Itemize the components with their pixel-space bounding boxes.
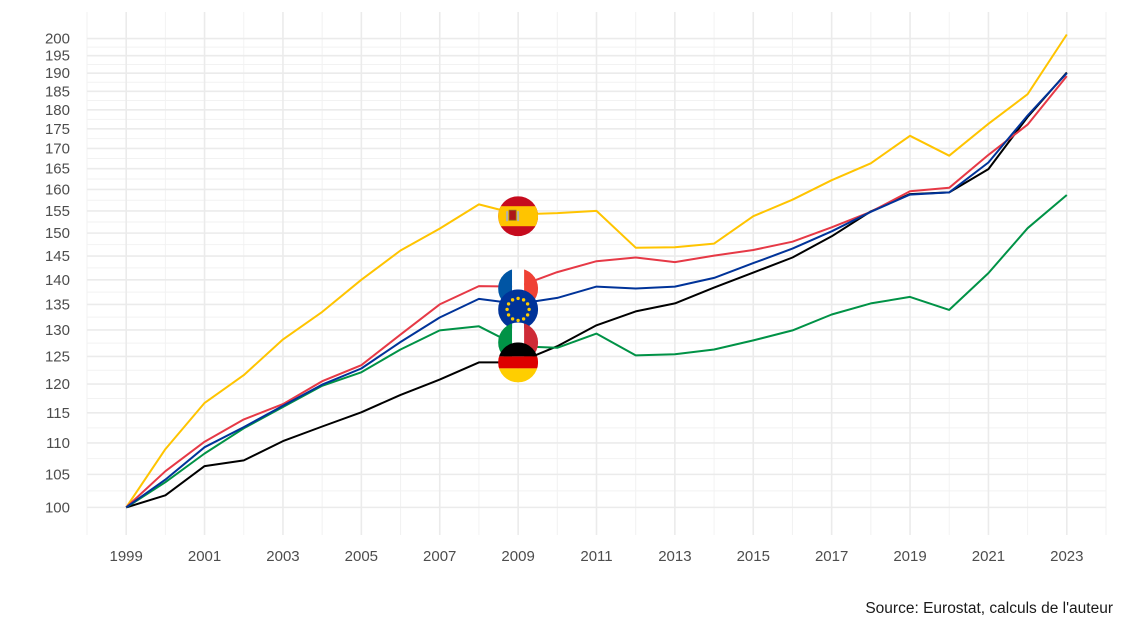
series-line-euro-area [125, 72, 1068, 509]
y-tick-label: 180 [45, 102, 70, 119]
y-tick-label: 100 [45, 499, 70, 516]
x-tick-label: 2015 [737, 548, 770, 565]
y-tick-label: 160 [45, 181, 70, 198]
y-tick-label: 200 [45, 31, 70, 48]
x-tick-label: 2023 [1050, 548, 1083, 565]
x-axis: 1999 2001 2003 2005 2007 2009 2011 2013 2015 2017… [110, 548, 1084, 565]
y-tick-label: 115 [46, 405, 70, 422]
y-tick-label: 175 [45, 121, 70, 138]
x-tick-label: 2013 [658, 548, 691, 565]
x-tick-label: 2001 [188, 548, 221, 565]
y-tick-label: 145 [45, 248, 70, 265]
x-tick-label: 2021 [972, 548, 1005, 565]
y-tick-label: 135 [45, 296, 70, 313]
y-tick-label: 120 [45, 376, 70, 393]
x-tick-label: 1999 [110, 548, 143, 565]
y-tick-label: 130 [45, 322, 70, 339]
y-tick-label: 185 [45, 83, 70, 100]
series-line-italy [125, 194, 1068, 509]
x-tick-label: 2009 [501, 548, 534, 565]
y-tick-label: 195 [45, 48, 70, 65]
x-tick-label: 2005 [345, 548, 378, 565]
series-lines [125, 33, 1068, 509]
x-tick-label: 2017 [815, 548, 848, 565]
y-tick-label: 165 [45, 161, 70, 178]
y-tick-label: 190 [45, 65, 70, 82]
series-line-spain [125, 33, 1068, 508]
x-tick-label: 2007 [423, 548, 456, 565]
x-tick-label: 2011 [580, 548, 612, 565]
y-axis: 100 105 110 115 120 125 130 135 140 145 150 155 160 1… [45, 31, 70, 517]
source-caption: Source: Eurostat, calculs de l'auteur [865, 600, 1113, 617]
y-tick-label: 170 [45, 140, 70, 157]
y-tick-label: 150 [45, 225, 70, 242]
flag-germany-icon [498, 342, 539, 383]
series-line-france [125, 75, 1068, 509]
y-tick-label: 140 [45, 272, 70, 289]
flag-spain-icon [498, 196, 539, 237]
y-tick-label: 125 [45, 348, 70, 365]
x-tick-label: 2019 [893, 548, 926, 565]
y-tick-label: 110 [46, 435, 70, 452]
y-tick-label: 155 [45, 203, 70, 220]
y-tick-label: 105 [45, 466, 70, 483]
grid [86, 12, 1107, 535]
flag-markers [498, 196, 539, 383]
x-tick-label: 2003 [266, 548, 299, 565]
